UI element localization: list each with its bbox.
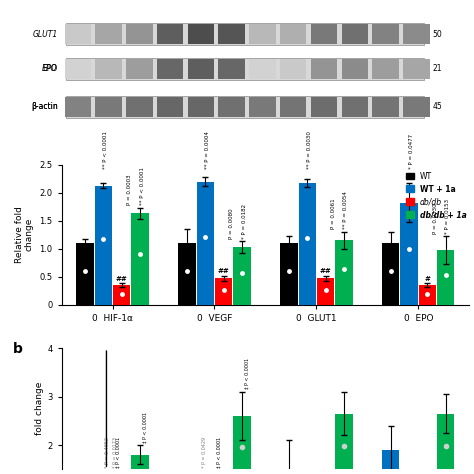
Text: P = 0.0330: P = 0.0330: [433, 203, 438, 234]
Bar: [113, 285, 130, 305]
Bar: [249, 97, 276, 117]
Bar: [335, 413, 353, 474]
Text: #: #: [425, 276, 430, 282]
Text: * P = 0.0477: * P = 0.0477: [409, 134, 414, 169]
Bar: [66, 23, 424, 46]
Bar: [157, 59, 183, 79]
Text: * P = 0.0429: * P = 0.0429: [202, 438, 207, 468]
Bar: [280, 243, 298, 305]
Text: * P = 0.0153: * P = 0.0153: [446, 199, 450, 234]
Bar: [64, 59, 91, 79]
Bar: [280, 469, 298, 474]
Text: ‡ P < 0.0001: ‡ P < 0.0001: [115, 437, 120, 468]
Bar: [219, 97, 245, 117]
Bar: [131, 455, 149, 474]
Text: ##: ##: [319, 268, 331, 274]
Bar: [126, 97, 153, 117]
Y-axis label: fold change: fold change: [36, 382, 45, 435]
Bar: [95, 185, 112, 305]
Text: ** P < 0.0001: ** P < 0.0001: [103, 131, 108, 169]
Bar: [219, 59, 245, 79]
Text: ##: ##: [116, 276, 128, 282]
Text: P = 0.0003: P = 0.0003: [128, 174, 132, 205]
Bar: [76, 243, 94, 305]
Bar: [341, 59, 368, 79]
Text: ** P = 0.0054: ** P = 0.0054: [344, 191, 348, 229]
Bar: [126, 59, 153, 79]
Bar: [157, 97, 183, 117]
Bar: [403, 97, 429, 117]
Bar: [215, 278, 232, 305]
Bar: [403, 59, 429, 79]
Text: ‡ P < 0.0001: ‡ P < 0.0001: [217, 437, 222, 468]
Text: * P = 0.0182: * P = 0.0182: [242, 203, 246, 238]
Bar: [382, 243, 400, 305]
Text: β-actin: β-actin: [31, 102, 57, 111]
Bar: [311, 59, 337, 79]
Bar: [419, 285, 436, 305]
Text: ** P = 0.0004: ** P = 0.0004: [205, 131, 210, 169]
Bar: [157, 24, 183, 44]
Bar: [66, 96, 424, 118]
Text: GLUT1: GLUT1: [32, 29, 57, 38]
Bar: [437, 413, 455, 474]
Bar: [341, 97, 368, 117]
Bar: [403, 24, 429, 44]
Bar: [131, 213, 149, 305]
Bar: [299, 183, 316, 305]
Legend: WT, WT + 1a, db/db, db/db + 1a: WT, WT + 1a, db/db, db/db + 1a: [403, 169, 470, 222]
Bar: [249, 24, 276, 44]
Text: * P = 0.0173: * P = 0.0173: [113, 437, 118, 468]
Bar: [249, 59, 276, 79]
Bar: [95, 59, 122, 79]
Text: 45: 45: [433, 102, 442, 111]
Bar: [188, 24, 214, 44]
Bar: [317, 278, 334, 305]
Bar: [401, 203, 418, 305]
Text: β-actin: β-actin: [31, 102, 57, 111]
Bar: [188, 59, 214, 79]
Bar: [372, 59, 399, 79]
Bar: [126, 24, 153, 44]
Bar: [95, 97, 122, 117]
Bar: [280, 97, 307, 117]
Text: ##: ##: [218, 268, 229, 274]
Bar: [372, 24, 399, 44]
Bar: [311, 24, 337, 44]
Bar: [64, 24, 91, 44]
Text: ‡ P < 0.0001: ‡ P < 0.0001: [143, 411, 148, 443]
Bar: [280, 59, 307, 79]
Bar: [233, 247, 251, 305]
Bar: [341, 24, 368, 44]
Text: EPO: EPO: [42, 64, 57, 73]
Bar: [64, 97, 91, 117]
Text: EPO: EPO: [42, 64, 57, 73]
Bar: [233, 416, 251, 474]
Text: P = 0.0080: P = 0.0080: [229, 208, 234, 238]
Text: ** P = 0.0030: ** P = 0.0030: [307, 131, 312, 169]
Text: P = 0.0061: P = 0.0061: [331, 199, 336, 229]
Bar: [382, 450, 400, 474]
Bar: [66, 57, 424, 80]
Text: ‡ P < 0.0001: ‡ P < 0.0001: [245, 358, 250, 389]
Text: ** P < 0.0001: ** P < 0.0001: [140, 167, 145, 205]
Bar: [219, 24, 245, 44]
Text: 50: 50: [433, 29, 442, 38]
Text: 21: 21: [433, 64, 442, 73]
Bar: [95, 24, 122, 44]
Bar: [280, 24, 307, 44]
Bar: [335, 240, 353, 305]
Y-axis label: Relative fold
change: Relative fold change: [15, 206, 34, 263]
Bar: [311, 97, 337, 117]
Text: b: b: [13, 342, 23, 356]
Bar: [178, 243, 196, 305]
Bar: [197, 182, 214, 305]
Text: * P = 0.4952: * P = 0.4952: [105, 438, 110, 468]
Bar: [188, 97, 214, 117]
Bar: [372, 97, 399, 117]
Bar: [437, 250, 455, 305]
